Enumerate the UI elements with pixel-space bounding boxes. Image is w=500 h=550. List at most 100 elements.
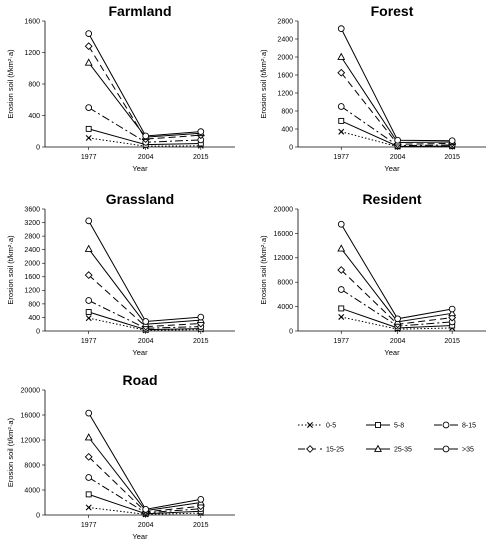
y-tick-label: 2800 <box>277 18 293 25</box>
series->35 <box>85 217 205 325</box>
series-line <box>88 62 201 138</box>
legend-marker <box>442 421 450 429</box>
x-axis-label: Year <box>132 348 148 357</box>
data-point <box>85 104 93 111</box>
series->35 <box>85 409 205 513</box>
series-15-25 <box>84 452 205 516</box>
series-line <box>88 274 201 328</box>
data-point <box>448 137 456 145</box>
panel-title: Resident <box>362 191 421 207</box>
y-tick-label: 3200 <box>24 220 40 227</box>
series-25-35 <box>337 52 457 146</box>
data-point <box>85 315 92 322</box>
y-tick-label: 800 <box>28 301 40 308</box>
x-tick-label: 2015 <box>444 154 460 161</box>
legend-label: 0-5 <box>326 423 336 430</box>
x-tick-label: 1977 <box>333 154 349 161</box>
x-tick-label: 1977 <box>81 154 97 161</box>
legend-label: >35 <box>462 447 474 454</box>
data-point <box>85 409 93 417</box>
data-point <box>85 491 92 498</box>
data-point <box>84 452 93 461</box>
series-line <box>340 72 453 145</box>
data-point <box>142 132 150 140</box>
x-tick-label: 2004 <box>138 338 154 345</box>
data-point <box>337 52 346 60</box>
y-tick-label: 2800 <box>24 234 40 241</box>
data-point <box>394 136 401 144</box>
y-axis-label: Erosion soil (t/km²·a) <box>6 49 15 119</box>
y-tick-label: 20000 <box>21 387 41 394</box>
x-tick-label: 2015 <box>193 522 209 529</box>
data-point <box>337 266 346 274</box>
y-tick-label: 4000 <box>277 304 293 311</box>
y-tick-label: 3600 <box>24 206 40 213</box>
data-point <box>84 244 93 252</box>
series-line <box>88 412 201 510</box>
series-line <box>340 223 453 320</box>
y-tick-label: 0 <box>36 328 40 335</box>
y-tick-label: 0 <box>289 328 293 335</box>
data-point <box>142 318 150 325</box>
x-axis-label: Year <box>384 164 400 173</box>
y-axis-label: Erosion soil (t/km²·a) <box>259 49 268 119</box>
panel-title: Road <box>123 372 158 388</box>
y-tick-label: 12000 <box>21 437 41 444</box>
data-point <box>85 217 93 225</box>
panel-title: Forest <box>371 3 414 19</box>
y-tick-label: 1600 <box>277 72 293 79</box>
series-line <box>88 45 201 140</box>
data-point <box>197 313 205 321</box>
data-point <box>448 305 456 313</box>
y-tick-label: 400 <box>28 315 40 322</box>
series-line <box>340 28 453 142</box>
series-line <box>340 56 453 144</box>
y-tick-label: 20000 <box>274 206 294 213</box>
x-axis-label: Year <box>132 532 148 541</box>
panel-road: Road 0 4000 8000 12000 16000 20000 1977 2004 2015… <box>6 372 235 541</box>
y-tick-label: 800 <box>281 108 293 115</box>
data-point <box>338 128 345 135</box>
y-tick-label: 2000 <box>277 54 293 61</box>
legend-label: 5-8 <box>394 423 404 430</box>
legend-entry: 15-25 <box>298 445 344 454</box>
data-point <box>85 297 93 304</box>
legend-marker <box>374 444 382 452</box>
data-point <box>448 308 457 317</box>
legend-entry: 25-35 <box>366 444 412 454</box>
legend-marker <box>307 422 313 428</box>
x-tick-label: 2015 <box>193 338 209 345</box>
y-tick-label: 1600 <box>24 274 40 281</box>
data-point <box>337 220 345 228</box>
data-point <box>338 117 345 124</box>
panel-grassland: Grassland 0 400 800 1200 1600 2000 2400 2800 3200… <box>6 191 235 357</box>
data-point <box>85 309 92 315</box>
x-tick-label: 2004 <box>390 154 406 161</box>
data-point <box>84 271 93 280</box>
data-point <box>84 58 93 66</box>
x-tick-label: 2004 <box>138 154 154 161</box>
y-tick-label: 0 <box>289 144 293 151</box>
legend-label: 25-35 <box>394 447 412 454</box>
data-point <box>337 244 346 252</box>
series->35 <box>337 220 456 323</box>
series-15-25 <box>84 42 205 144</box>
panel-title: Grassland <box>106 191 174 207</box>
panel-farmland: Farmland 0 400 800 1200 1600 1977 2004 2015 Year E… <box>6 3 235 173</box>
series->35 <box>337 25 456 145</box>
y-axis-label: Erosion soil (t/km²·a) <box>6 417 15 487</box>
x-tick-label: 1977 <box>81 522 97 529</box>
y-tick-label: 4000 <box>24 487 40 494</box>
legend-label: 8-15 <box>462 423 476 430</box>
y-tick-label: 16000 <box>21 412 41 419</box>
x-tick-label: 1977 <box>333 338 349 345</box>
series->35 <box>85 30 205 140</box>
series-25-35 <box>84 58 205 141</box>
y-tick-label: 16000 <box>274 231 294 238</box>
series-line <box>88 300 201 329</box>
y-tick-label: 400 <box>28 113 40 120</box>
x-axis-label: Year <box>384 348 400 357</box>
y-tick-label: 1200 <box>24 288 40 295</box>
y-tick-label: 1200 <box>277 90 293 97</box>
y-tick-label: 2400 <box>277 36 293 43</box>
